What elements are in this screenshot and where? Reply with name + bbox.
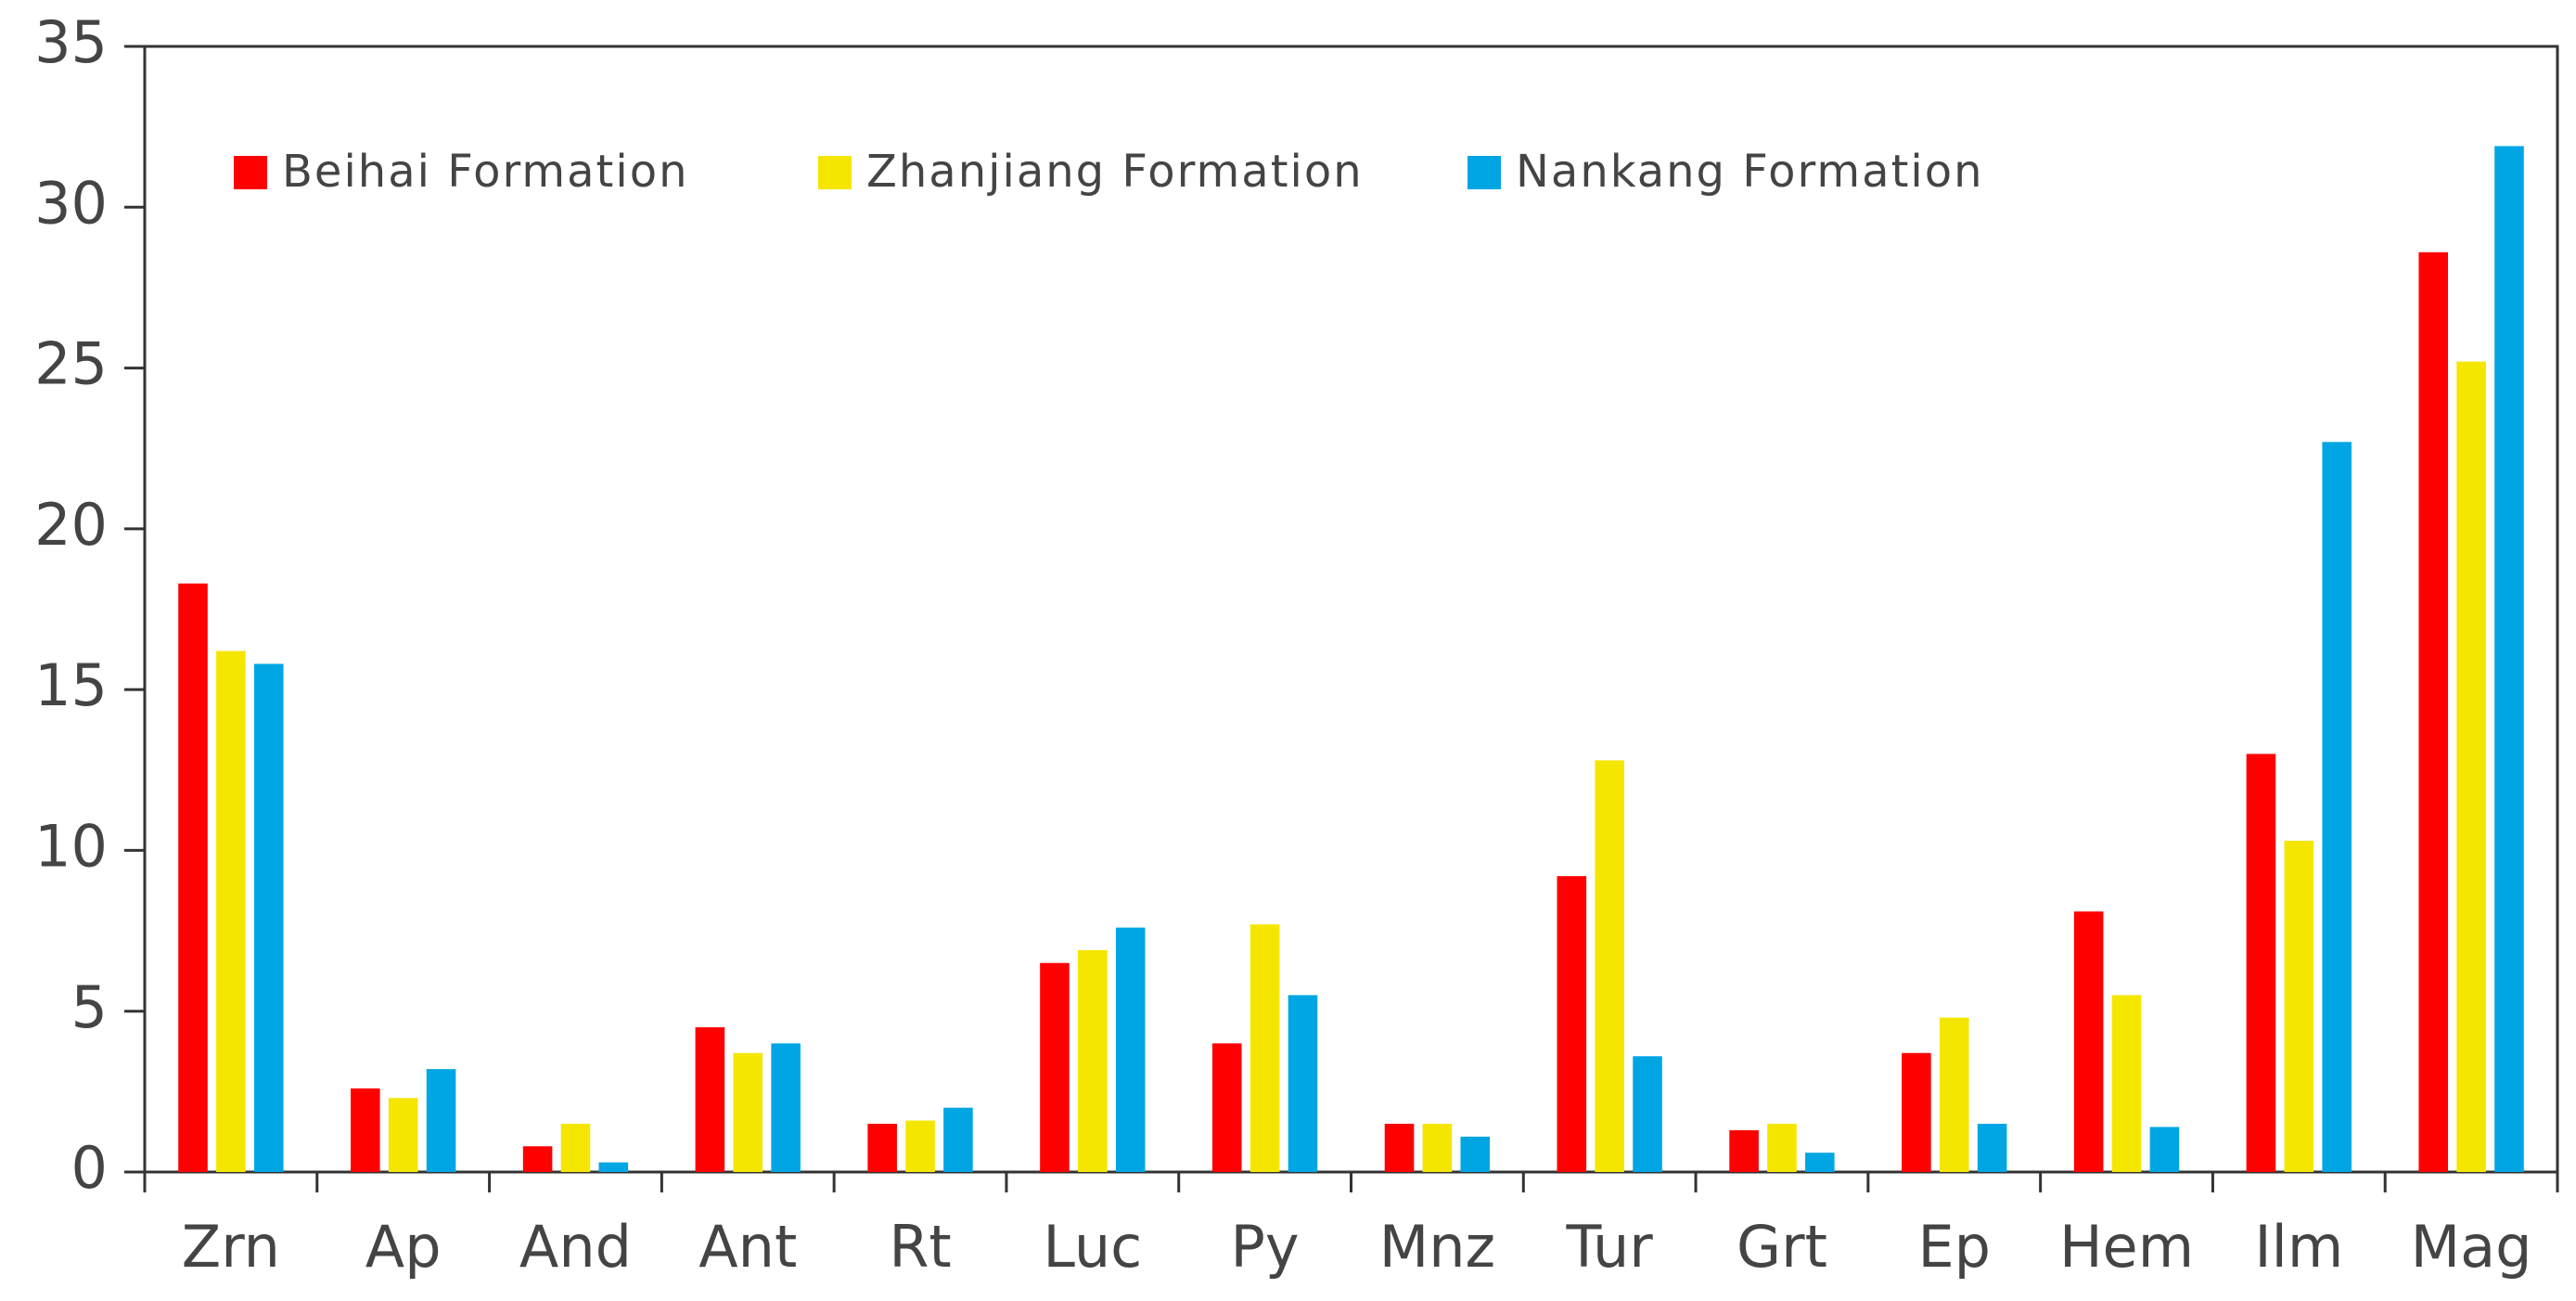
bar <box>1767 1124 1797 1172</box>
bar <box>943 1107 973 1172</box>
bar <box>1805 1153 1835 1172</box>
x-tick-label: Ep <box>1917 1213 1991 1281</box>
bar <box>2322 442 2352 1173</box>
bar <box>216 650 246 1172</box>
bar <box>2284 841 2314 1172</box>
y-tick-label: 5 <box>71 973 108 1041</box>
bar <box>426 1069 456 1172</box>
y-tick-label: 25 <box>34 330 108 398</box>
bar <box>1422 1124 1453 1172</box>
x-tick-label: And <box>519 1213 632 1281</box>
legend-label: Beihai Formation <box>282 146 689 198</box>
bar <box>522 1146 553 1172</box>
bar <box>1288 995 1318 1172</box>
x-tick-label: Rt <box>889 1213 951 1281</box>
bar <box>771 1043 801 1172</box>
bar <box>2073 911 2104 1172</box>
x-tick-label: Py <box>1231 1213 1300 1281</box>
bar <box>905 1120 935 1172</box>
bar <box>1211 1043 1242 1172</box>
bar <box>2246 754 2276 1172</box>
bar <box>2111 995 2142 1172</box>
legend-swatch <box>1467 156 1501 189</box>
bar <box>253 663 284 1172</box>
bar <box>1040 962 1070 1172</box>
y-tick-label: 30 <box>34 169 108 237</box>
plot-frame <box>143 45 2559 1174</box>
x-tick-label: Zrn <box>182 1213 280 1281</box>
bar <box>1595 760 1624 1172</box>
x-tick-label: Tur <box>1566 1213 1654 1281</box>
bar <box>1078 949 1108 1172</box>
bar <box>1384 1124 1415 1172</box>
bar <box>1729 1129 1759 1172</box>
bar <box>1977 1124 2007 1172</box>
bar <box>1460 1136 1491 1172</box>
y-tick-label: 0 <box>71 1134 108 1202</box>
bar <box>2149 1127 2180 1172</box>
bar <box>598 1162 629 1172</box>
x-tick-label: Mag <box>2411 1213 2532 1281</box>
y-tick-label: 15 <box>34 651 108 719</box>
bar <box>2494 146 2524 1173</box>
legend-label: Zhanjiang Formation <box>866 146 1364 198</box>
bar <box>1250 924 1280 1172</box>
bar <box>733 1052 763 1172</box>
x-tick-label: Ant <box>698 1213 797 1281</box>
bar <box>1939 1017 1969 1172</box>
bar <box>560 1124 591 1172</box>
legend-label: Nankang Formation <box>1516 146 1984 198</box>
bar <box>2418 251 2449 1172</box>
bar <box>351 1088 380 1172</box>
bar <box>178 583 208 1172</box>
bar <box>867 1124 897 1172</box>
bar <box>695 1027 725 1172</box>
legend-swatch <box>234 156 267 189</box>
y-tick-label: 10 <box>34 813 108 881</box>
x-tick-label: Grt <box>1737 1213 1827 1281</box>
bar <box>388 1098 418 1172</box>
y-tick-label: 35 <box>34 8 108 76</box>
x-tick-label: Mnz <box>1379 1213 1495 1281</box>
x-tick-label: Ilm <box>2254 1213 2343 1281</box>
bar <box>2456 361 2486 1172</box>
bar <box>1557 876 1587 1172</box>
bar <box>1633 1056 1662 1172</box>
bar <box>1115 927 1146 1172</box>
y-tick-label: 20 <box>34 491 108 559</box>
bar <box>1902 1052 1931 1172</box>
legend-swatch <box>818 156 852 189</box>
x-tick-label: Luc <box>1043 1213 1142 1281</box>
x-tick-label: Ap <box>365 1213 442 1281</box>
x-tick-label: Hem <box>2059 1213 2194 1281</box>
